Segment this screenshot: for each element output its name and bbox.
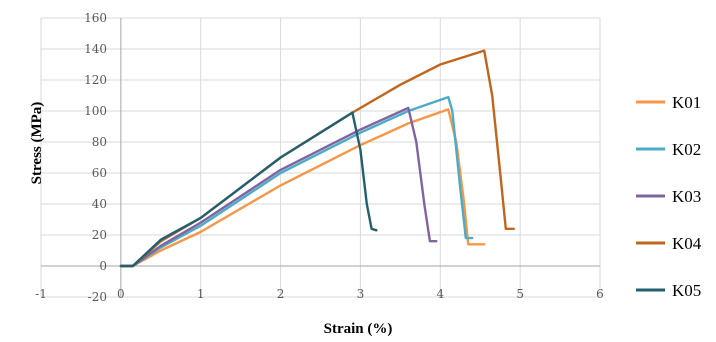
x-tick-label: 5 [516,287,524,301]
y-tick-label: 120 [84,73,107,87]
x-tick-label: 4 [436,287,444,301]
y-tick-label: 40 [92,197,107,211]
y-tick-label: 140 [84,42,107,56]
series-line-k02 [119,95,474,268]
legend-label-k03: K03 [672,187,701,206]
x-tick-label: -1 [35,287,47,301]
y-tick-label: 100 [84,104,107,118]
legend-label-k01: K01 [672,93,701,112]
y-tick-label: 160 [84,11,107,25]
x-tick-label: 6 [596,287,604,301]
x-tick-label: 1 [197,287,205,301]
legend: K01 K02 K03 K04 K05 [636,93,702,300]
series-line-k03 [119,106,438,268]
legend-label-k04: K04 [672,234,702,253]
series-line-k01 [119,108,486,268]
x-tick-label: 2 [277,287,285,301]
y-tick-label: 80 [92,135,107,149]
y-tick-label: 20 [92,228,107,242]
series-line-k05 [119,111,378,268]
x-tick-label: 3 [357,287,365,301]
plot-area [119,49,515,268]
tick-labels: -20 0 20 40 60 80 100 120 140 160 -1 0 1 2 3 4 5 6 [35,11,604,304]
gridlines [40,17,601,298]
x-tick-label: 0 [117,287,125,301]
y-tick-label: 0 [99,259,107,273]
axes [41,18,600,297]
y-tick-label: -20 [88,290,107,304]
legend-label-k05: K05 [672,281,701,300]
y-tick-label: 60 [92,166,107,180]
legend-label-k02: K02 [672,140,701,159]
y-axis-title: Stress (MPa) [29,102,45,185]
x-axis-title: Strain (%) [324,321,393,337]
